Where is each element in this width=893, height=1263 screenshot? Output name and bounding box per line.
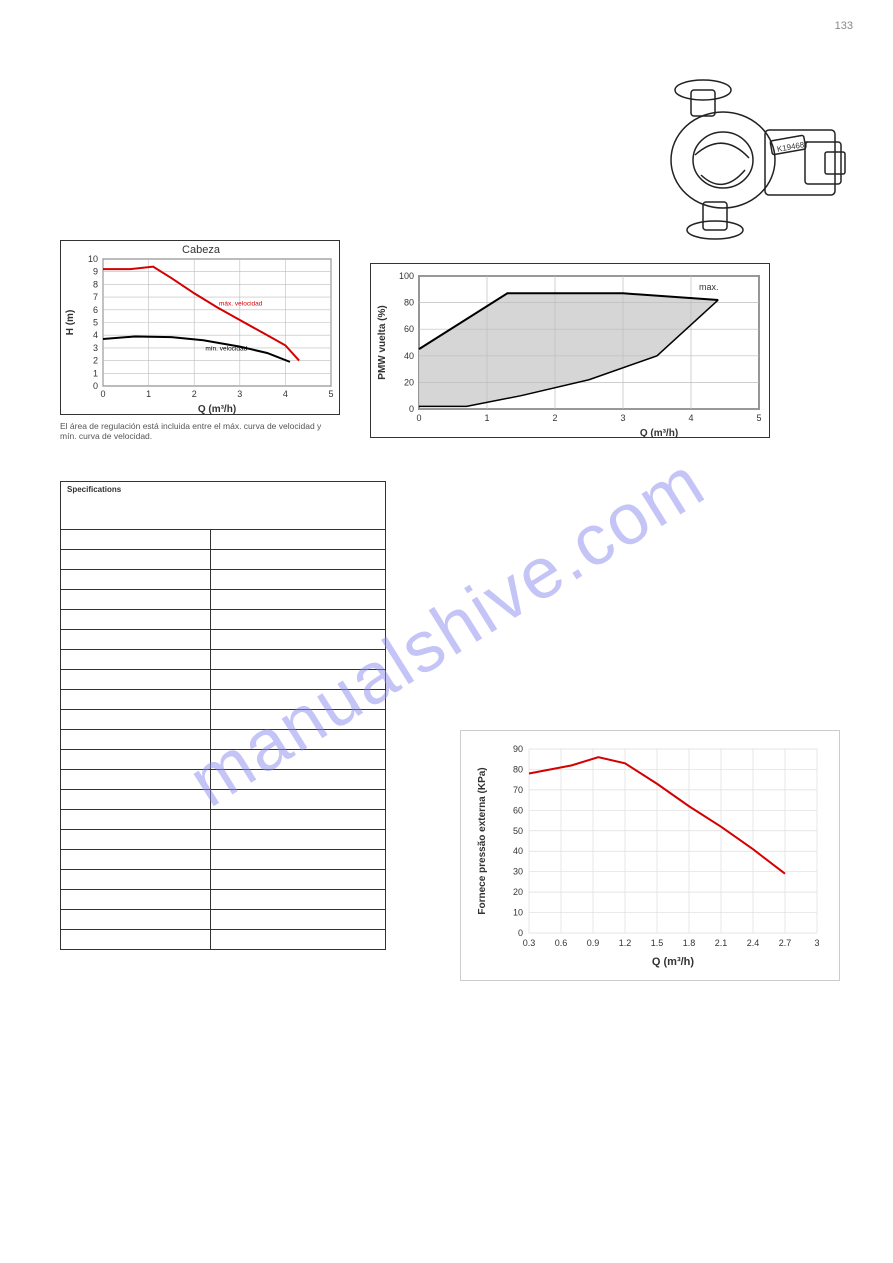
svg-text:2.4: 2.4 [747, 938, 760, 948]
svg-text:100: 100 [399, 271, 414, 281]
svg-text:80: 80 [404, 298, 414, 308]
spec-table-header: Specifications [61, 482, 386, 530]
table-row [61, 870, 386, 890]
spec-table: Specifications [60, 481, 386, 950]
svg-text:1: 1 [484, 413, 489, 423]
svg-text:0: 0 [100, 389, 105, 399]
svg-text:2.7: 2.7 [779, 938, 792, 948]
svg-text:40: 40 [513, 846, 523, 856]
svg-text:5: 5 [328, 389, 333, 399]
svg-text:4: 4 [688, 413, 693, 423]
svg-text:30: 30 [513, 867, 523, 877]
table-row [61, 790, 386, 810]
table-row [61, 930, 386, 950]
table-row [61, 570, 386, 590]
svg-text:2: 2 [552, 413, 557, 423]
svg-text:0: 0 [416, 413, 421, 423]
svg-text:20: 20 [513, 887, 523, 897]
svg-text:Cabeza: Cabeza [182, 244, 221, 256]
pressure-chart-container: 0.30.60.91.21.51.82.12.42.73010203040506… [460, 730, 840, 981]
head-chart-container: Cabeza 0 1 2 3 4 5 0 1 2 3 4 5 6 7 8 9 10 Q (m³/h) H (m) máx… [60, 240, 340, 441]
svg-text:3: 3 [814, 938, 819, 948]
table-row [61, 710, 386, 730]
svg-text:4: 4 [93, 330, 98, 340]
head-chart: Cabeza 0 1 2 3 4 5 0 1 2 3 4 5 6 7 8 9 10 Q (m³/h) H (m) máx… [60, 240, 340, 415]
svg-text:PMW vuelta (%): PMW vuelta (%) [377, 306, 388, 380]
table-row [61, 550, 386, 570]
svg-text:5: 5 [93, 318, 98, 328]
table-row [61, 890, 386, 910]
svg-text:0: 0 [518, 928, 523, 938]
svg-text:60: 60 [404, 325, 414, 335]
pmw-chart-container: 0 1 2 3 4 5 0 20 40 60 80 100 max. Q (m³/h) PMW vuelta… [370, 263, 770, 441]
svg-text:mín. velocidad: mín. velocidad [205, 345, 247, 352]
svg-text:0.3: 0.3 [523, 938, 536, 948]
table-row [61, 530, 386, 550]
svg-text:3: 3 [620, 413, 625, 423]
svg-text:1: 1 [93, 368, 98, 378]
table-row [61, 810, 386, 830]
svg-text:0.6: 0.6 [555, 938, 568, 948]
svg-text:máx. velocidad: máx. velocidad [219, 300, 263, 307]
table-row [61, 910, 386, 930]
svg-text:10: 10 [513, 908, 523, 918]
head-chart-caption: El área de regulación está incluida entr… [60, 421, 340, 441]
svg-text:8: 8 [93, 279, 98, 289]
svg-text:20: 20 [404, 378, 414, 388]
svg-text:Q (m³/h): Q (m³/h) [640, 428, 678, 438]
table-row [61, 750, 386, 770]
table-row [61, 770, 386, 790]
pmw-chart: 0 1 2 3 4 5 0 20 40 60 80 100 max. Q (m³/h) PMW vuelta… [370, 263, 770, 438]
svg-text:10: 10 [88, 254, 98, 264]
svg-text:70: 70 [513, 785, 523, 795]
svg-text:3: 3 [237, 389, 242, 399]
svg-text:90: 90 [513, 744, 523, 754]
table-row [61, 630, 386, 650]
svg-text:H (m): H (m) [65, 310, 76, 336]
table-row [61, 670, 386, 690]
svg-text:3: 3 [93, 343, 98, 353]
svg-text:max.: max. [699, 282, 719, 292]
svg-text:4: 4 [283, 389, 288, 399]
table-row [61, 650, 386, 670]
table-row [61, 610, 386, 630]
page-number: 133 [835, 20, 853, 32]
svg-text:80: 80 [513, 764, 523, 774]
svg-text:Q (m³/h): Q (m³/h) [652, 956, 694, 968]
table-row [61, 590, 386, 610]
svg-text:9: 9 [93, 267, 98, 277]
pump-icon: K194687 [653, 70, 853, 240]
svg-text:0.9: 0.9 [587, 938, 600, 948]
svg-text:0: 0 [409, 404, 414, 414]
svg-text:1: 1 [146, 389, 151, 399]
svg-text:40: 40 [404, 351, 414, 361]
table-row [61, 850, 386, 870]
svg-text:50: 50 [513, 826, 523, 836]
table-row [61, 690, 386, 710]
svg-text:7: 7 [93, 292, 98, 302]
table-row [61, 830, 386, 850]
svg-text:1.5: 1.5 [651, 938, 664, 948]
svg-text:0: 0 [93, 381, 98, 391]
svg-text:Fornece pressão externa (KPa): Fornece pressão externa (KPa) [477, 767, 488, 914]
pressure-chart: 0.30.60.91.21.51.82.12.42.73010203040506… [469, 739, 829, 969]
svg-text:2: 2 [192, 389, 197, 399]
svg-text:1.2: 1.2 [619, 938, 632, 948]
svg-text:Q (m³/h): Q (m³/h) [198, 404, 236, 415]
svg-text:5: 5 [756, 413, 761, 423]
svg-text:2.1: 2.1 [715, 938, 728, 948]
svg-text:60: 60 [513, 805, 523, 815]
svg-text:1.8: 1.8 [683, 938, 696, 948]
pump-illustration: K194687 [653, 70, 853, 240]
svg-text:2: 2 [93, 356, 98, 366]
svg-text:6: 6 [93, 305, 98, 315]
table-row [61, 730, 386, 750]
